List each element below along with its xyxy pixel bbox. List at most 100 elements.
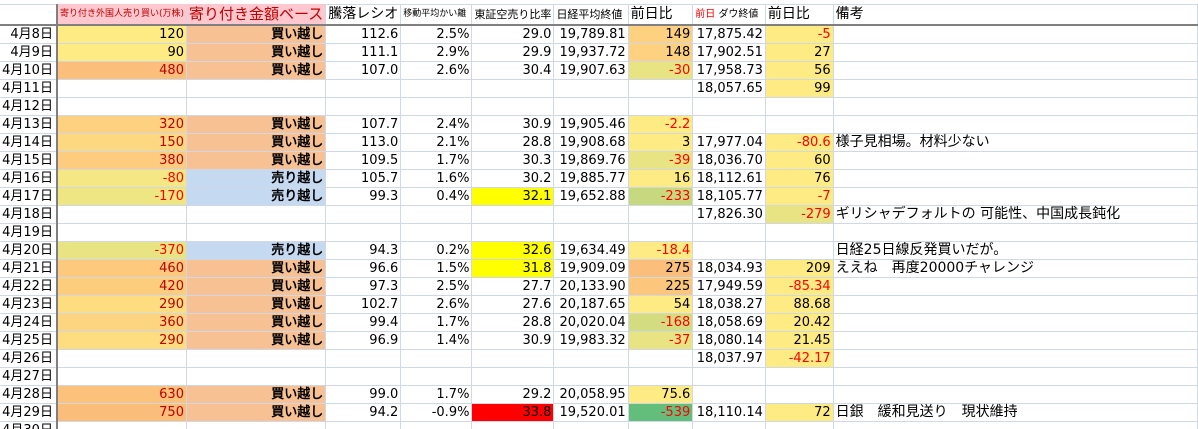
cell-f[interactable]: 19,869.76 xyxy=(553,151,629,170)
cell-d[interactable] xyxy=(400,421,473,429)
cell-h[interactable] xyxy=(692,223,766,242)
row-date[interactable]: 4月20日 xyxy=(0,241,58,260)
cell-a[interactable]: -80 xyxy=(56,169,187,188)
cell-e[interactable] xyxy=(471,205,555,224)
header-nikkei-change[interactable]: 前日比 xyxy=(628,4,694,26)
row-date[interactable]: 4月18日 xyxy=(0,205,58,224)
cell-j[interactable] xyxy=(833,25,1198,44)
cell-c[interactable]: 109.5 xyxy=(325,151,402,170)
row-date[interactable]: 4月9日 xyxy=(0,43,58,62)
cell-d[interactable]: 0.4% xyxy=(400,187,473,206)
cell-a[interactable]: 320 xyxy=(56,115,187,134)
cell-g[interactable]: 225 xyxy=(628,277,694,296)
cell-a[interactable]: 480 xyxy=(56,61,187,80)
cell-g[interactable]: -30 xyxy=(628,61,694,80)
cell-h[interactable]: 18,037.97 xyxy=(692,349,766,368)
cell-f[interactable]: 19,983.32 xyxy=(553,331,629,350)
cell-j[interactable] xyxy=(833,97,1198,116)
cell-f[interactable] xyxy=(553,223,629,242)
cell-f[interactable]: 20,187.65 xyxy=(553,295,629,314)
cell-f[interactable]: 19,937.72 xyxy=(553,43,629,62)
cell-c[interactable] xyxy=(325,223,402,242)
row-date[interactable]: 4月24日 xyxy=(0,313,58,332)
cell-h[interactable] xyxy=(692,367,766,386)
cell-a[interactable]: 290 xyxy=(56,331,187,350)
cell-f[interactable] xyxy=(553,79,629,98)
cell-e[interactable]: 32.6 xyxy=(471,241,555,260)
header-notes[interactable]: 備考 xyxy=(833,4,1198,26)
cell-j[interactable] xyxy=(833,421,1198,429)
row-date[interactable]: 4月30日 xyxy=(0,421,58,429)
cell-a[interactable]: -170 xyxy=(56,187,187,206)
cell-a[interactable]: 360 xyxy=(56,313,187,332)
cell-a[interactable]: 120 xyxy=(56,25,187,44)
cell-d[interactable]: 1.7% xyxy=(400,385,473,404)
header-ma[interactable]: 移動平均かい離 xyxy=(400,4,473,26)
cell-c[interactable]: 96.6 xyxy=(325,259,402,278)
cell-e[interactable] xyxy=(471,367,555,386)
cell-b[interactable]: 売り越し xyxy=(186,187,327,206)
cell-a[interactable] xyxy=(56,205,187,224)
cell-f[interactable] xyxy=(553,97,629,116)
cell-b[interactable]: 買い越し xyxy=(186,277,327,296)
cell-e[interactable]: 31.8 xyxy=(471,259,555,278)
cell-a[interactable] xyxy=(56,97,187,116)
header-nikkei[interactable]: 日経平均終値 xyxy=(553,4,629,26)
cell-d[interactable] xyxy=(400,349,473,368)
cell-g[interactable]: 275 xyxy=(628,259,694,278)
cell-g[interactable]: -39 xyxy=(628,151,694,170)
cell-i[interactable]: -7 xyxy=(765,187,834,206)
cell-i[interactable]: 20.42 xyxy=(765,313,834,332)
cell-b[interactable]: 買い越し xyxy=(186,115,327,134)
header-foreign[interactable]: 寄り付き外国人売り買い(万株) xyxy=(56,4,187,26)
cell-i[interactable]: 99 xyxy=(765,79,834,98)
cell-a[interactable]: 380 xyxy=(56,151,187,170)
cell-e[interactable] xyxy=(471,223,555,242)
cell-b[interactable] xyxy=(186,223,327,242)
cell-b[interactable]: 買い越し xyxy=(186,403,327,422)
cell-i[interactable] xyxy=(765,241,834,260)
cell-h[interactable]: 18,036.70 xyxy=(692,151,766,170)
cell-h[interactable] xyxy=(692,241,766,260)
cell-b[interactable] xyxy=(186,205,327,224)
cell-j[interactable] xyxy=(833,79,1198,98)
cell-h[interactable]: 18,058.69 xyxy=(692,313,766,332)
cell-d[interactable]: 1.7% xyxy=(400,151,473,170)
cell-g[interactable] xyxy=(628,205,694,224)
cell-i[interactable]: 76 xyxy=(765,169,834,188)
cell-f[interactable]: 20,020.04 xyxy=(553,313,629,332)
cell-i[interactable] xyxy=(765,385,834,404)
row-date[interactable]: 4月16日 xyxy=(0,169,58,188)
cell-a[interactable] xyxy=(56,79,187,98)
cell-a[interactable]: 460 xyxy=(56,259,187,278)
cell-b[interactable]: 買い越し xyxy=(186,133,327,152)
cell-e[interactable]: 30.2 xyxy=(471,169,555,188)
cell-c[interactable]: 112.6 xyxy=(325,25,402,44)
cell-c[interactable] xyxy=(325,349,402,368)
cell-a[interactable]: 750 xyxy=(56,403,187,422)
cell-b[interactable]: 買い越し xyxy=(186,61,327,80)
cell-f[interactable]: 20,133.90 xyxy=(553,277,629,296)
cell-e[interactable]: 29.0 xyxy=(471,25,555,44)
cell-j[interactable] xyxy=(833,187,1198,206)
cell-j[interactable] xyxy=(833,223,1198,242)
cell-d[interactable] xyxy=(400,97,473,116)
cell-a[interactable]: 290 xyxy=(56,295,187,314)
row-date[interactable]: 4月29日 xyxy=(0,403,58,422)
cell-d[interactable] xyxy=(400,79,473,98)
corner-cell[interactable] xyxy=(0,4,58,26)
cell-b[interactable]: 買い越し xyxy=(186,259,327,278)
cell-d[interactable]: 2.6% xyxy=(400,61,473,80)
cell-h[interactable]: 17,949.59 xyxy=(692,277,766,296)
cell-d[interactable]: 2.6% xyxy=(400,295,473,314)
row-date[interactable]: 4月25日 xyxy=(0,331,58,350)
cell-h[interactable]: 18,112.61 xyxy=(692,169,766,188)
cell-b[interactable]: 売り越し xyxy=(186,241,327,260)
cell-j[interactable] xyxy=(833,385,1198,404)
cell-c[interactable]: 102.7 xyxy=(325,295,402,314)
cell-j[interactable]: ギリシャデフォルトの 可能性、中国成長鈍化 xyxy=(833,205,1198,224)
cell-d[interactable]: 1.5% xyxy=(400,259,473,278)
cell-d[interactable] xyxy=(400,223,473,242)
cell-e[interactable]: 30.4 xyxy=(471,61,555,80)
cell-i[interactable]: -85.34 xyxy=(765,277,834,296)
